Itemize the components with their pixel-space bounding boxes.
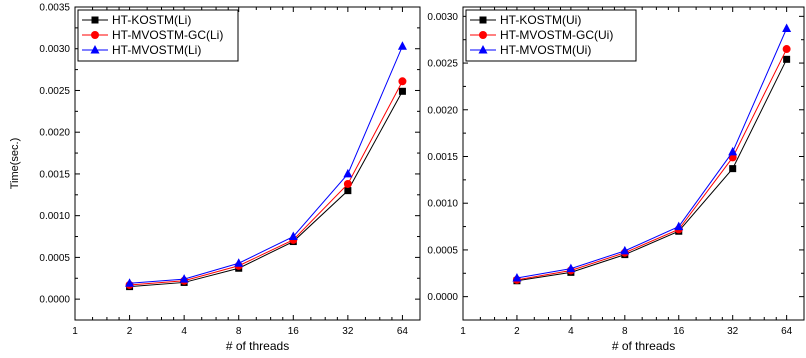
legend-label: HT-KOSTM(Li) xyxy=(112,13,191,27)
x-tick-label: 1 xyxy=(72,326,78,337)
y-tick-label: 0.0015 xyxy=(427,152,458,163)
series-1-point xyxy=(398,77,407,86)
y-tick-label: 0.0025 xyxy=(427,59,458,70)
x-axis-title: # of threads xyxy=(612,339,675,353)
x-tick-label: 8 xyxy=(622,326,628,337)
legend-marker xyxy=(478,45,488,54)
y-tick-label: 0.0020 xyxy=(427,105,458,116)
x-tick-label: 16 xyxy=(673,326,685,337)
y-tick-label: 0.0010 xyxy=(39,211,70,222)
legend-label: HT-MVOSTM-GC(Ui) xyxy=(500,28,613,42)
x-tick-label: 1 xyxy=(460,326,466,337)
series-line-0 xyxy=(129,91,403,288)
y-tick-label: 0.0000 xyxy=(39,295,70,306)
series-line-2 xyxy=(129,46,403,284)
y-tick-label: 0.0015 xyxy=(39,169,70,180)
series-2-point xyxy=(728,146,738,156)
legend-label: HT-MVOSTM(Li) xyxy=(112,43,201,57)
x-tick-label: 32 xyxy=(727,326,739,337)
series-2-point xyxy=(288,231,298,241)
y-tick-label: 0.0030 xyxy=(39,44,70,55)
x-axis-title: # of threads xyxy=(226,339,289,353)
series-line-2 xyxy=(516,28,788,279)
series-2-point xyxy=(512,272,522,282)
x-tick-label: 64 xyxy=(397,326,409,337)
series-1-point xyxy=(782,45,791,54)
series-2-point xyxy=(620,245,630,255)
series-2-point xyxy=(397,41,407,50)
series-2-point xyxy=(343,168,353,178)
legend-marker xyxy=(479,31,487,39)
y-tick-label: 0.0000 xyxy=(427,292,458,303)
y-tick-label: 0.0010 xyxy=(427,199,458,210)
series-line-1 xyxy=(129,81,403,286)
x-tick-label: 4 xyxy=(568,326,574,337)
series-1-point xyxy=(343,179,352,188)
plot-frame xyxy=(462,6,805,321)
y-tick-label: 0.0030 xyxy=(427,12,458,23)
y-tick-label: 0.0025 xyxy=(39,86,70,97)
series-2-point xyxy=(566,263,576,273)
y-tick-label: 0.0005 xyxy=(427,245,458,256)
y-tick-label: 0.0035 xyxy=(39,3,70,14)
series-0-point xyxy=(783,55,791,63)
legend-label: HT-MVOSTM(Ui) xyxy=(500,43,591,57)
series-0-point xyxy=(344,187,352,195)
legend-marker xyxy=(91,16,99,24)
x-tick-label: 2 xyxy=(127,326,133,337)
chart-panel-ui: 0.0000 0.0005 0.0010 0.0015 0.0020 0.0025 0.00… xyxy=(427,6,805,353)
series-2-point xyxy=(782,23,792,32)
series-2-point xyxy=(674,221,684,231)
y-axis-title: Time(sec.) xyxy=(9,138,21,190)
x-tick-label: 4 xyxy=(181,326,187,337)
series-2-point xyxy=(125,278,135,287)
x-tick-label: 16 xyxy=(288,326,300,337)
legend-marker xyxy=(91,31,99,39)
legend-label: HT-MVOSTM-GC(Li) xyxy=(112,28,223,42)
y-tick-label: 0.0020 xyxy=(39,128,70,139)
series-line-0 xyxy=(516,59,788,282)
x-tick-label: 2 xyxy=(514,326,520,337)
legend-label: HT-KOSTM(Ui) xyxy=(500,13,581,27)
chart-panel-li: 0.0000 0.0005 0.0010 0.0015 0.0020 0.0025 0.00… xyxy=(9,3,421,353)
series-0-point xyxy=(398,87,406,95)
series-2-point xyxy=(234,258,244,267)
plot-frame xyxy=(74,6,421,321)
legend-marker xyxy=(479,16,487,24)
y-tick-label: 0.0005 xyxy=(39,253,70,264)
x-tick-label: 32 xyxy=(342,326,354,337)
series-0-point xyxy=(729,165,737,173)
legend-marker xyxy=(90,45,100,54)
series-line-1 xyxy=(516,48,788,281)
series-2-point xyxy=(179,274,189,283)
x-tick-label: 64 xyxy=(781,326,793,337)
x-tick-label: 8 xyxy=(236,326,242,337)
